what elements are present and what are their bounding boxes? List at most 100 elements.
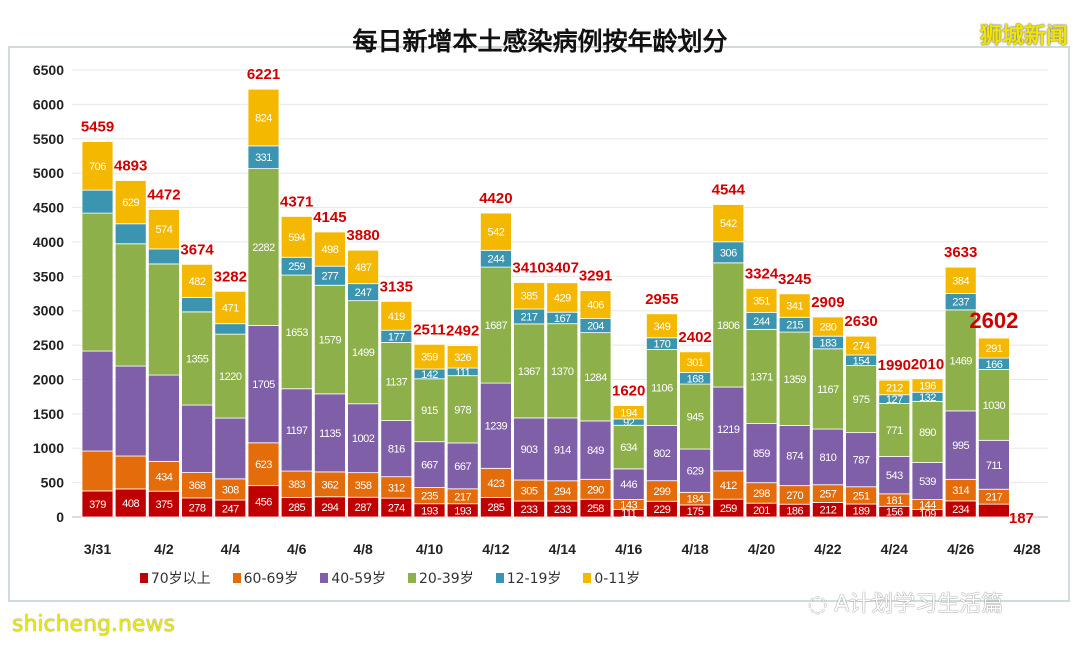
total-label: 3410 [512,259,545,276]
bar-segment [81,490,114,518]
x-tick-label: 4/20 [748,541,775,557]
data-label: 890 [919,427,936,439]
data-label: 294 [321,502,338,514]
data-label: 285 [487,502,504,514]
bar-segment [313,284,346,395]
wechat-icon: ◌ [808,592,835,617]
data-label: 487 [355,262,372,274]
y-tick-label: 6000 [33,96,64,112]
legend-label: 12-19岁 [506,571,562,587]
data-label: 127 [886,394,903,406]
bar-segment [181,311,214,406]
legend-swatch [408,573,417,583]
data-label: 385 [521,291,538,303]
bar-segment [446,345,479,369]
data-label: 542 [487,227,504,239]
data-label: 305 [521,485,538,497]
bar-segment [812,428,844,486]
data-label: 434 [155,471,172,483]
data-label: 298 [753,488,770,500]
bar-segment [214,333,247,419]
total-label: 2492 [446,323,479,340]
bar-segment [479,212,512,251]
data-label: 194 [620,407,637,419]
data-label: 285 [288,502,305,514]
data-label: 326 [454,352,471,364]
total-label: 5459 [81,119,114,136]
data-label: 1002 [352,433,375,445]
watermark-top-right: 狮城新闻 [979,24,1068,49]
data-label: 177 [388,331,405,343]
bar-segment [878,403,911,457]
data-label: 280 [819,322,836,334]
bar-segment [944,410,977,480]
data-label: 142 [421,369,438,381]
y-tick-label: 2000 [33,371,64,387]
data-label: 623 [255,459,272,471]
bar-segment [247,88,280,147]
data-label: 412 [720,480,737,492]
legend-label: 70岁以上 [150,571,211,587]
bar-segment [712,470,745,500]
data-label: 154 [853,355,870,367]
data-label: 406 [587,300,604,312]
data-label: 594 [288,232,305,244]
total-label: 6221 [247,66,280,83]
data-label: 771 [886,425,903,437]
data-label: 482 [189,276,206,288]
total-label: 2511 [413,321,446,338]
data-label: 204 [587,321,604,333]
y-tick-label: 2500 [33,337,64,353]
data-label: 379 [89,499,106,511]
legend-item: 60-69岁 [232,568,298,588]
data-label: 290 [587,484,604,496]
x-tick-label: 4/6 [287,541,307,557]
legend-item: 20-39岁 [408,568,474,588]
data-label: 143 [620,499,637,511]
data-label: 301 [687,357,704,369]
total-label: 4420 [479,190,512,207]
bar-segment [612,405,645,420]
bar-segment [845,335,877,356]
data-label: 2282 [252,242,275,254]
data-label: 186 [786,506,803,518]
bar-segment [845,432,877,488]
bar-segment [214,290,247,325]
data-label: 270 [786,490,803,502]
data-label: 166 [985,359,1002,371]
data-label: 132 [919,392,936,404]
legend-swatch [232,573,241,583]
bar-segment [114,488,147,518]
bar-segment [479,382,512,469]
data-label: 299 [653,486,670,498]
total-label: 2909 [811,294,844,311]
bar-segment [147,374,180,462]
data-label: 331 [255,152,272,164]
data-label: 175 [687,506,704,518]
data-label: 308 [222,484,239,496]
bar-segment [114,455,147,490]
chart-title: 每日新增本土感染病例按年龄划分 [352,27,728,56]
data-label: 368 [189,480,206,492]
bar-segment [347,249,380,285]
x-tick-label: 4/4 [221,541,241,557]
bar-segment [944,309,977,412]
x-tick-label: 4/8 [353,541,373,557]
total-label: 1620 [612,383,645,400]
data-label: 274 [388,503,405,515]
total-label: 2010 [911,356,944,373]
bar-segment [546,282,579,313]
total-label: 2402 [678,329,711,346]
bar-segment [579,332,612,422]
data-label: 1806 [717,320,740,332]
data-label: 543 [886,470,903,482]
bar-segment [778,293,811,318]
data-label: 212 [886,382,903,394]
x-tick-label: 4/22 [814,541,841,557]
data-label: 574 [155,224,172,236]
data-label: 1370 [551,366,574,378]
bar-segment [579,420,612,480]
total-label: 3407 [546,260,579,277]
data-label: 542 [720,218,737,230]
legend-swatch [495,573,504,583]
